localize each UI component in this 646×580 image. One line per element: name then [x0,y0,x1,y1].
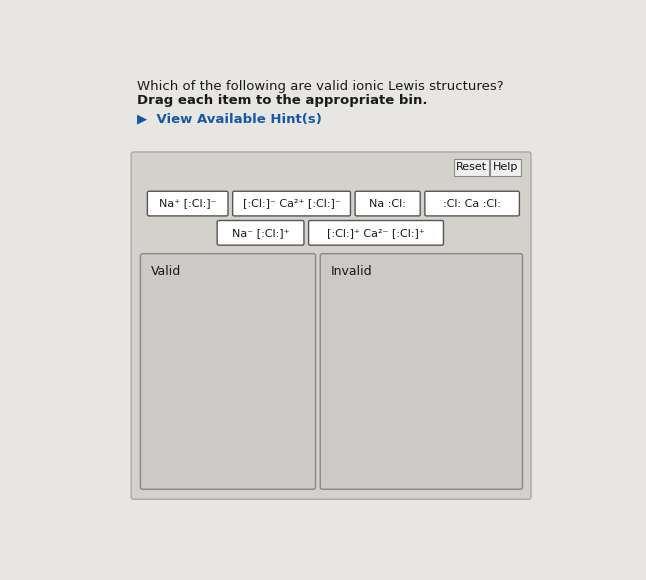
Text: Na :Cl:: Na :Cl: [370,198,406,209]
FancyBboxPatch shape [147,191,228,216]
FancyBboxPatch shape [217,220,304,245]
FancyBboxPatch shape [140,253,316,490]
FancyBboxPatch shape [490,159,521,176]
Text: :Cl: Ca :Cl:: :Cl: Ca :Cl: [443,198,501,209]
FancyBboxPatch shape [320,253,523,490]
Text: Na⁺ [:Cl:]⁻: Na⁺ [:Cl:]⁻ [159,198,216,209]
Text: Which of the following are valid ionic Lewis structures?: Which of the following are valid ionic L… [136,81,503,93]
FancyBboxPatch shape [309,220,443,245]
Text: ▶  View Available Hint(s): ▶ View Available Hint(s) [136,112,322,125]
FancyBboxPatch shape [131,152,531,499]
Text: Na⁻ [:Cl:]⁺: Na⁻ [:Cl:]⁺ [232,228,289,238]
Text: Valid: Valid [151,265,181,278]
FancyBboxPatch shape [355,191,420,216]
Text: Help: Help [493,162,518,172]
Text: Invalid: Invalid [330,265,372,278]
Text: Reset: Reset [456,162,487,172]
Text: Drag each item to the appropriate bin.: Drag each item to the appropriate bin. [136,94,427,107]
Text: [:Cl:]⁺ Ca²⁻ [:Cl:]⁺: [:Cl:]⁺ Ca²⁻ [:Cl:]⁺ [327,228,425,238]
FancyBboxPatch shape [233,191,350,216]
Text: [:Cl:]⁻ Ca²⁺ [:Cl:]⁻: [:Cl:]⁻ Ca²⁺ [:Cl:]⁻ [243,198,340,209]
FancyBboxPatch shape [453,159,489,176]
FancyBboxPatch shape [425,191,519,216]
